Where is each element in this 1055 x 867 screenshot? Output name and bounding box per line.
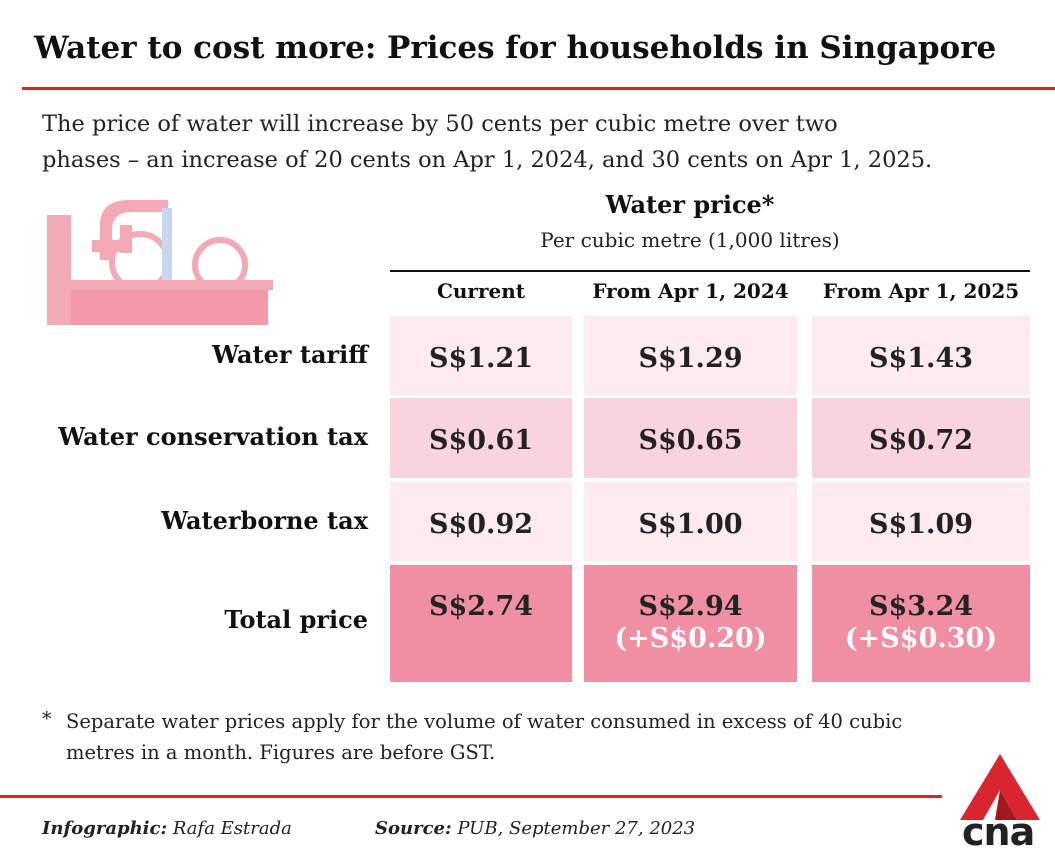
credit-source: Source: PUB, September 27, 2023 — [375, 818, 695, 839]
table-cell: S$1.00 — [584, 482, 797, 561]
logo-mark — [960, 754, 1040, 820]
table-cell: S$0.72 — [812, 398, 1030, 478]
table-cell: S$0.61 — [390, 398, 572, 478]
table-cell: S$2.74 — [390, 565, 572, 682]
column-header: From Apr 1, 2025 — [822, 279, 1020, 303]
cell-value: S$1.09 — [868, 509, 974, 540]
sink-illustration — [47, 200, 273, 325]
credit-label: Infographic: — [42, 818, 168, 839]
cell-value: S$2.94 — [638, 591, 743, 622]
cell-change: (+S$0.20) — [614, 623, 767, 654]
table-cell: S$1.09 — [812, 482, 1030, 561]
table-cell: S$0.65 — [584, 398, 797, 478]
logo-text: cna — [962, 810, 1035, 854]
cell-value: S$1.21 — [428, 343, 534, 374]
credit-infographic: Infographic: Rafa Estrada — [42, 818, 292, 839]
table-cell: S$1.43 — [812, 316, 1030, 395]
cell-value: S$2.74 — [428, 591, 534, 622]
footnote-marker: * — [42, 708, 52, 730]
table-cell: S$2.94 (+S$0.20) — [584, 565, 797, 682]
credit-label: Source: — [375, 818, 452, 839]
table-title: Water price* — [605, 190, 775, 219]
cell-value: S$3.24 — [868, 591, 974, 622]
cell-value: S$0.72 — [868, 425, 974, 456]
table-cell: S$1.21 — [390, 316, 572, 395]
cell-value: S$1.00 — [638, 509, 743, 540]
table-cell: S$1.29 — [584, 316, 797, 395]
row-label: Water conservation tax — [58, 422, 368, 451]
footnote-line: Separate water prices apply for the volu… — [66, 710, 903, 733]
cell-value: S$0.92 — [428, 509, 534, 540]
title: Water to cost more: Prices for household… — [34, 30, 997, 66]
table-subtitle: Per cubic metre (1,000 litres) — [540, 228, 840, 252]
credit-value: Rafa Estrada — [172, 818, 292, 839]
row-label: Total price — [224, 605, 368, 634]
table-cell: S$0.92 — [390, 482, 572, 561]
column-header: Current — [436, 279, 526, 303]
subtitle-line: The price of water will increase by 50 c… — [42, 111, 838, 137]
subtitle: The price of water will increase by 50 c… — [42, 106, 932, 178]
cell-value: S$0.61 — [428, 425, 534, 456]
cell-change: (+S$0.30) — [844, 623, 998, 654]
cell-value: S$1.29 — [638, 343, 743, 374]
cell-value: S$0.65 — [638, 425, 743, 456]
column-header: From Apr 1, 2024 — [592, 279, 789, 303]
footnote-line: metres in a month. Figures are before GS… — [66, 741, 496, 764]
credit-value: PUB, September 27, 2023 — [457, 818, 696, 839]
divider — [22, 87, 1055, 90]
footnote: Separate water prices apply for the volu… — [66, 706, 902, 768]
row-label: Waterborne tax — [161, 506, 368, 535]
cell-value: S$1.43 — [868, 343, 974, 374]
table-rule — [390, 270, 1030, 272]
subtitle-line: phases – an increase of 20 cents on Apr … — [42, 147, 933, 173]
divider — [0, 795, 942, 798]
row-label: Water tariff — [212, 340, 368, 369]
table-cell: S$3.24 (+S$0.30) — [812, 565, 1030, 682]
